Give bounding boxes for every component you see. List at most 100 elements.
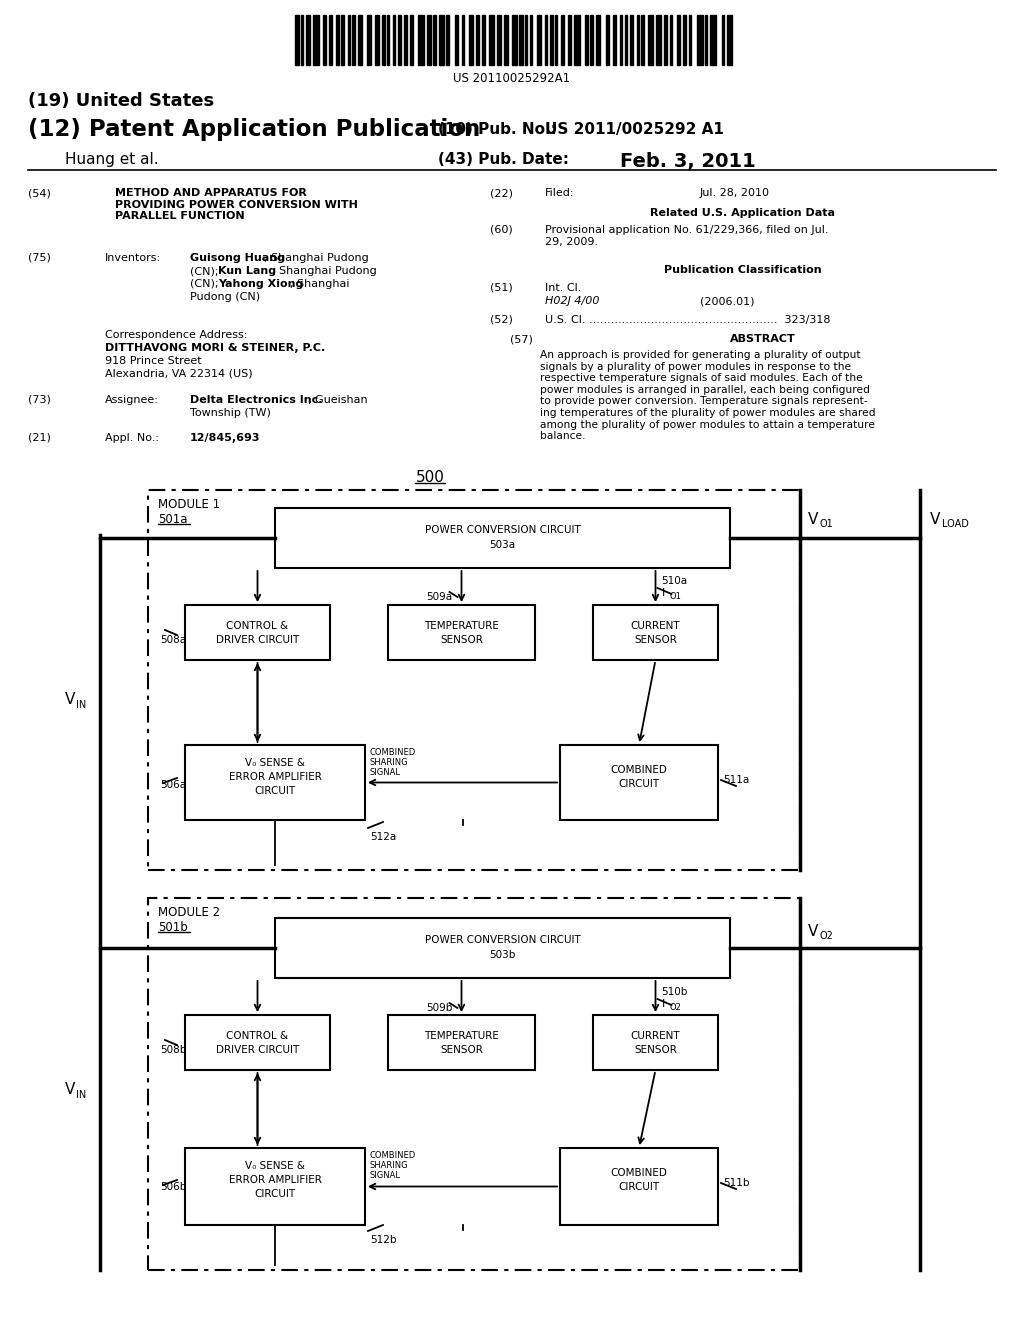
Bar [388,1015,535,1071]
Text: O1: O1 [820,519,834,529]
Bar [433,15,436,65]
Text: CIRCUIT: CIRCUIT [254,785,296,796]
Text: METHOD AND APPARATUS FOR
PROVIDING POWER CONVERSION WITH
PARALLEL FUNCTION: METHOD AND APPARATUS FOR PROVIDING POWER… [115,187,357,222]
Bar [568,15,571,65]
Text: DITTHAVONG MORI & STEINER, P.C.: DITTHAVONG MORI & STEINER, P.C. [105,343,326,352]
Text: 12/845,693: 12/845,693 [190,433,260,444]
Bar [295,15,299,65]
Bar [560,744,718,820]
Text: (CN);: (CN); [190,267,222,276]
Text: SENSOR: SENSOR [440,635,483,645]
Bar [352,15,355,65]
Text: (22): (22) [490,187,513,198]
Bar [530,15,532,65]
Bar [410,15,413,65]
Bar [446,15,449,65]
Text: I: I [662,587,665,598]
Text: , Shanghai: , Shanghai [290,279,349,289]
Text: Jul. 28, 2010: Jul. 28, 2010 [700,187,770,198]
Bar [489,15,494,65]
Bar [387,15,389,65]
Text: US 20110025292A1: US 20110025292A1 [454,73,570,84]
Text: CURRENT: CURRENT [631,620,680,631]
Bar [185,605,330,660]
Bar [427,15,431,65]
Text: Related U.S. Application Data: Related U.S. Application Data [650,209,836,218]
Text: SENSOR: SENSOR [440,1045,483,1055]
Text: Huang et al.: Huang et al. [65,152,159,168]
Text: 501a: 501a [158,513,187,525]
Bar [683,15,686,65]
Text: O2: O2 [820,931,834,941]
Text: Provisional application No. 61/229,366, filed on Jul.
29, 2009.: Provisional application No. 61/229,366, … [545,224,828,247]
Text: V: V [65,693,76,708]
Text: CONTROL &: CONTROL & [226,620,289,631]
Text: (57): (57) [510,334,532,345]
Text: COMBINED: COMBINED [370,748,416,756]
Bar [648,15,653,65]
Bar [323,15,326,65]
Text: 503b: 503b [489,950,516,960]
Bar [482,15,485,65]
Bar [664,15,667,65]
Text: MODULE 2: MODULE 2 [158,906,220,919]
Bar [348,15,350,65]
Text: SIGNAL: SIGNAL [370,768,401,777]
Text: SENSOR: SENSOR [634,635,677,645]
Bar [329,15,332,65]
Bar [519,15,523,65]
Text: TEMPERATURE: TEMPERATURE [424,1031,499,1041]
Text: An approach is provided for generating a plurality of output
signals by a plural: An approach is provided for generating a… [540,350,876,441]
Bar [455,15,458,65]
Text: 506a: 506a [160,780,186,789]
Text: CIRCUIT: CIRCUIT [254,1189,296,1199]
Text: ABSTRACT: ABSTRACT [730,334,796,345]
Bar [497,15,501,65]
Text: 510a: 510a [662,576,688,586]
Bar [561,15,564,65]
Text: ERROR AMPLIFIER: ERROR AMPLIFIER [228,772,322,781]
Bar [637,15,639,65]
Text: CIRCUIT: CIRCUIT [618,1181,659,1192]
Bar [512,15,517,65]
Bar [722,15,724,65]
Text: (19) United States: (19) United States [28,92,214,110]
Text: POWER CONVERSION CIRCUIT: POWER CONVERSION CIRCUIT [425,935,581,945]
Bar [275,917,730,978]
Text: POWER CONVERSION CIRCUIT: POWER CONVERSION CIRCUIT [425,525,581,535]
Bar [670,15,672,65]
Text: LOAD: LOAD [942,519,969,529]
Bar [727,15,732,65]
Bar [710,15,716,65]
Text: SIGNAL: SIGNAL [370,1171,401,1180]
Text: ERROR AMPLIFIER: ERROR AMPLIFIER [228,1175,322,1185]
Text: , Shanghai Pudong: , Shanghai Pudong [264,253,369,263]
Text: MODULE 1: MODULE 1 [158,498,220,511]
Text: V: V [65,1082,76,1097]
Text: 510b: 510b [662,987,688,997]
Bar [596,15,600,65]
Text: 511a: 511a [723,775,750,785]
Text: 918 Prince Street: 918 Prince Street [105,356,202,366]
Text: US 2011/0025292 A1: US 2011/0025292 A1 [545,121,724,137]
Text: V₀ SENSE &: V₀ SENSE & [245,1162,305,1171]
Text: V: V [808,512,818,528]
Text: SHARING: SHARING [370,758,409,767]
Text: 511b: 511b [723,1177,750,1188]
Text: IN: IN [76,700,86,710]
Text: (12) Patent Application Publication: (12) Patent Application Publication [28,117,480,141]
Bar [641,15,644,65]
Text: COMBINED: COMBINED [610,1168,668,1177]
Text: CONTROL &: CONTROL & [226,1031,289,1041]
Text: Int. Cl.: Int. Cl. [545,282,582,293]
Text: CURRENT: CURRENT [631,1031,680,1041]
Bar [388,605,535,660]
Text: TEMPERATURE: TEMPERATURE [424,620,499,631]
Bar [555,15,557,65]
Bar [462,15,464,65]
Bar [593,605,718,660]
Text: Alexandria, VA 22314 (US): Alexandria, VA 22314 (US) [105,370,253,379]
Text: O2: O2 [670,1003,681,1012]
Text: (10) Pub. No.:: (10) Pub. No.: [438,121,557,137]
Bar [630,15,633,65]
